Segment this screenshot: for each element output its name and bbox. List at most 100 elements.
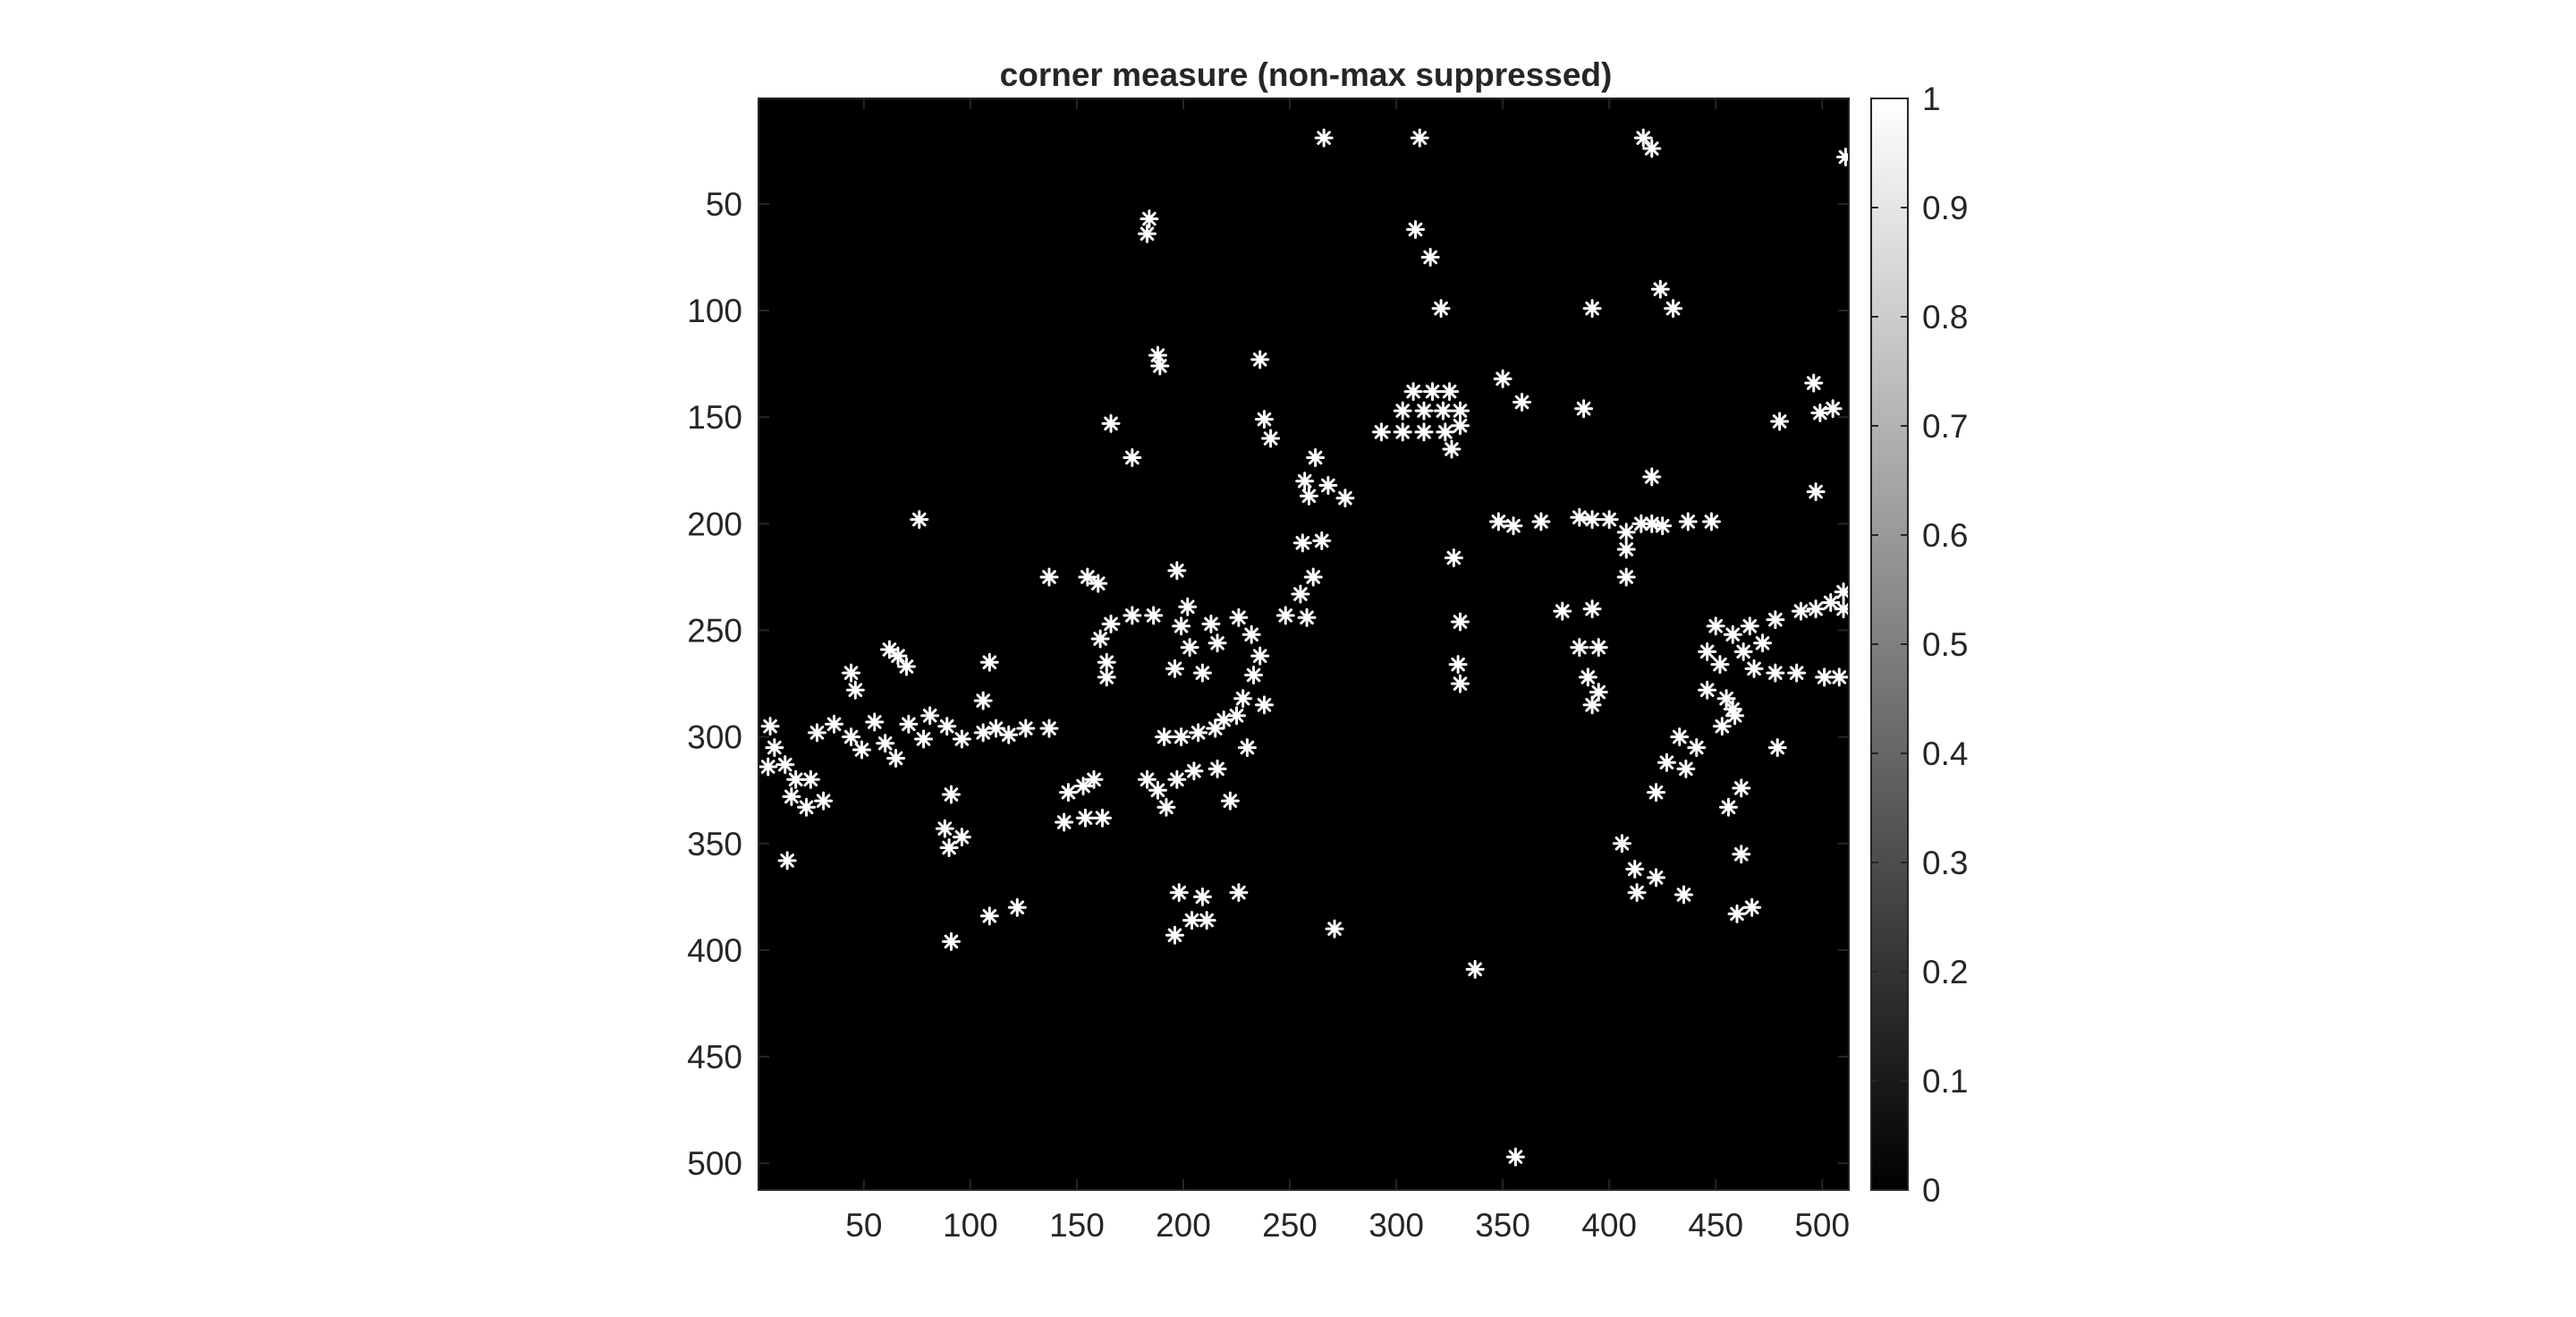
corner-point <box>1227 706 1247 726</box>
corner-point <box>1192 887 1212 906</box>
corner-point-stroke <box>1195 889 1210 905</box>
corner-point-stroke <box>1167 661 1182 676</box>
corner-point-stroke <box>1585 512 1599 527</box>
corner-point <box>1823 399 1843 419</box>
corner-point-stroke <box>816 794 831 808</box>
corner-point <box>1531 512 1551 531</box>
corner-point <box>1220 791 1240 811</box>
corner-point <box>1723 700 1742 719</box>
corner-point-stroke <box>902 717 916 732</box>
corner-point-stroke <box>1042 570 1056 584</box>
corner-point <box>1710 655 1730 675</box>
corner-point <box>952 729 971 749</box>
corner-point-stroke <box>1246 667 1261 683</box>
corner-point <box>1299 486 1318 506</box>
corner-point-stroke <box>1076 778 1090 794</box>
corner-point <box>1678 512 1698 531</box>
corner-point-stroke <box>888 751 903 766</box>
chart-title: corner measure (non-max suppressed) <box>1000 56 1613 93</box>
corner-point-stroke <box>1555 604 1570 618</box>
corner-point <box>1325 919 1344 939</box>
corner-point-stroke <box>1453 418 1468 433</box>
corner-point-stroke <box>788 772 803 787</box>
corner-point-stroke <box>1713 657 1727 672</box>
corner-point-stroke <box>1191 726 1206 740</box>
corner-point <box>1835 148 1855 167</box>
corner-point-stroke <box>1087 772 1101 787</box>
corner-point <box>1513 393 1532 412</box>
corner-point-stroke <box>1836 601 1851 616</box>
corner-point-stroke <box>899 659 914 674</box>
corner-point-stroke <box>1747 661 1761 676</box>
corner-point-stroke <box>1235 691 1250 706</box>
corner-point-stroke <box>1772 414 1787 429</box>
corner-point-stroke <box>1204 616 1218 632</box>
corner-point <box>1732 778 1751 798</box>
colorbar-tick-label: 0.9 <box>1922 190 1968 226</box>
corner-point <box>1058 783 1078 803</box>
corner-point-stroke <box>1232 610 1246 625</box>
y-tick-label: 400 <box>687 932 742 969</box>
corner-point <box>1627 883 1647 903</box>
corner-point <box>1582 599 1602 619</box>
corner-point-stroke <box>1725 701 1741 717</box>
corner-point <box>1770 412 1790 431</box>
corner-point <box>1393 401 1412 421</box>
corner-point-stroke <box>1374 425 1389 439</box>
corner-point-stroke <box>1184 913 1199 928</box>
corner-point-stroke <box>1056 815 1072 829</box>
corner-point-stroke <box>1730 906 1744 922</box>
corner-point-stroke <box>1744 900 1759 915</box>
corner-point <box>1244 666 1264 685</box>
corner-point <box>1292 533 1312 553</box>
corner-point-stroke <box>982 655 997 670</box>
corner-point <box>1657 752 1676 772</box>
corner-point <box>1440 382 1460 402</box>
corner-point <box>1250 646 1270 666</box>
corner-point-stroke <box>867 715 882 729</box>
corner-point <box>1505 1147 1525 1167</box>
corner-point-stroke <box>1240 740 1255 755</box>
corner-point-stroke <box>1317 131 1331 145</box>
corner-point <box>937 717 957 736</box>
corner-point-stroke <box>826 717 842 732</box>
corner-point-stroke <box>1125 450 1140 465</box>
corner-point-stroke <box>1451 657 1465 672</box>
corner-point <box>1616 567 1636 587</box>
corner-point <box>1123 448 1142 468</box>
corner-point <box>1167 769 1187 789</box>
corner-point-stroke <box>1395 404 1411 418</box>
y-tick-label: 350 <box>687 826 742 862</box>
corner-point-stroke <box>1823 595 1838 610</box>
corner-point-stroke <box>1436 404 1451 418</box>
corner-point <box>1172 616 1191 636</box>
corner-point-stroke <box>1725 627 1741 642</box>
corner-point-stroke <box>1187 763 1201 778</box>
colorbar-tick-label: 0.5 <box>1922 626 1968 663</box>
corner-point-stroke <box>1042 721 1056 735</box>
corner-point <box>1393 422 1412 442</box>
corner-point <box>1138 769 1157 789</box>
corner-point <box>1150 356 1170 376</box>
corner-point-stroke <box>1514 395 1530 410</box>
corner-point <box>1821 593 1841 613</box>
corner-point <box>1197 911 1216 930</box>
corner-image <box>758 98 1855 1191</box>
corner-point <box>1450 612 1470 632</box>
colorbar-tick-label: 0.8 <box>1922 299 1968 336</box>
corner-point <box>777 851 797 871</box>
corner-point <box>1318 475 1338 495</box>
corner-point-stroke <box>1174 729 1189 744</box>
corner-point-stroke <box>1295 536 1310 550</box>
corner-point <box>1804 373 1824 393</box>
corner-point <box>910 510 929 530</box>
corner-point-stroke <box>1159 800 1174 815</box>
corner-point-stroke <box>1172 885 1187 900</box>
corner-point <box>920 706 940 726</box>
corner-point-stroke <box>1210 761 1224 777</box>
corner-point <box>1488 512 1508 531</box>
corner-point <box>1180 638 1199 658</box>
corner-point-stroke <box>1648 785 1664 800</box>
corner-point-stroke <box>767 740 782 755</box>
